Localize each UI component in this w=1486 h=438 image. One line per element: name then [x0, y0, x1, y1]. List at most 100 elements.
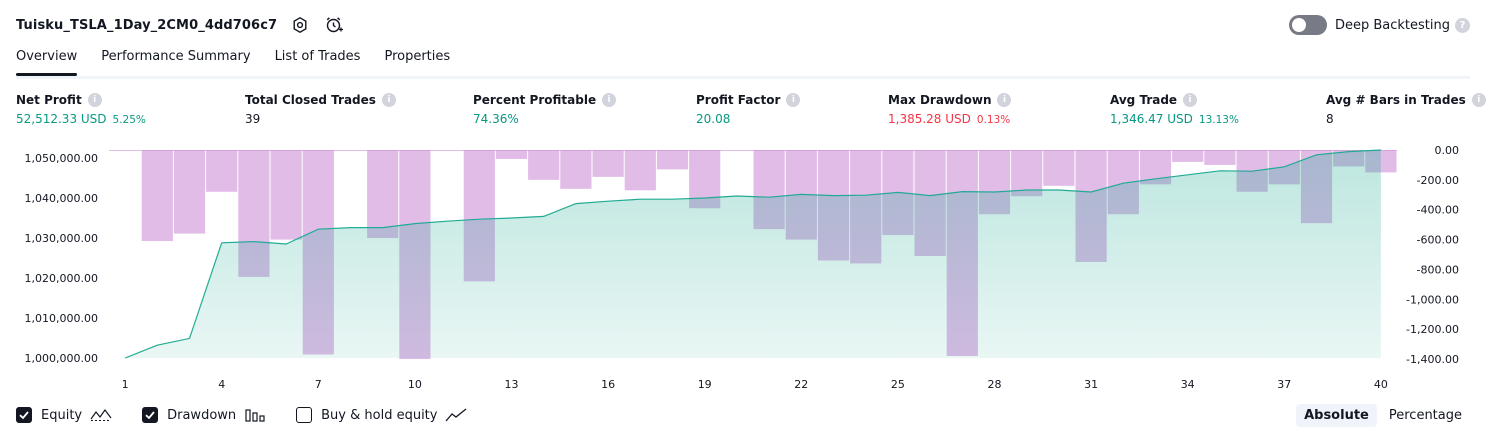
add-alert-icon[interactable] — [323, 14, 345, 36]
metric-max-drawdown: Max Drawdown i 1,385.28 USD 0.13% — [888, 93, 1012, 126]
right-axis-tick: 0.00 — [1435, 144, 1460, 157]
metric-value: 52,512.33 USD — [16, 112, 107, 126]
metric-percent: 13.13% — [1198, 114, 1239, 126]
x-axis-tick: 40 — [1374, 378, 1388, 391]
equity-checkbox[interactable] — [16, 407, 32, 423]
info-icon[interactable]: i — [87, 93, 102, 107]
left-axis-tick: 1,010,000.00 — [25, 312, 98, 325]
right-axis-tick: -200.00 — [1417, 174, 1459, 187]
left-axis-tick: 1,050,000.00 — [25, 152, 98, 165]
drawdown-bar[interactable] — [560, 150, 592, 189]
drawdown-bar[interactable] — [1204, 150, 1236, 165]
metric-value: 74.36% — [473, 112, 519, 126]
metric-net-profit: Net Profit i 52,512.33 USD 5.25% — [16, 93, 146, 126]
x-axis-tick: 19 — [698, 378, 712, 391]
buyhold-checkbox[interactable] — [296, 407, 313, 423]
equity-toggle[interactable]: Equity — [16, 407, 112, 423]
left-axis-tick: 1,040,000.00 — [25, 192, 98, 205]
drawdown-checkbox[interactable] — [142, 407, 159, 423]
metric-percent: 0.13% — [976, 114, 1011, 126]
info-icon[interactable]: i — [1471, 93, 1486, 107]
left-axis-tick: 1,020,000.00 — [25, 272, 98, 285]
settings-icon[interactable] — [289, 14, 311, 36]
x-axis-tick: 16 — [601, 378, 615, 391]
left-axis-tick: 1,030,000.00 — [25, 232, 98, 245]
metric-value: 8 — [1326, 112, 1334, 126]
strategy-title: Tuisku_TSLA_1Day_2CM0_4dd706c7 — [16, 17, 278, 33]
drawdown-bars-icon — [245, 409, 265, 422]
scale-mode-switch: Absolute Percentage — [1292, 402, 1470, 428]
metric-label: Total Closed Trades — [245, 93, 376, 107]
metric-value: 1,385.28 USD — [888, 112, 971, 126]
drawdown-bar[interactable] — [495, 150, 528, 159]
drawdown-bar[interactable] — [173, 150, 206, 234]
drawdown-bar[interactable] — [206, 150, 238, 192]
tab-bar: Overview Performance Summary List of Tra… — [16, 46, 1470, 79]
info-icon[interactable]: i — [997, 93, 1012, 107]
metric-avg-bars: Avg # Bars in Trades i 8 — [1326, 93, 1486, 126]
tab-properties[interactable]: Properties — [384, 49, 451, 64]
help-icon[interactable]: ? — [1455, 17, 1470, 33]
info-icon[interactable]: i — [786, 93, 801, 107]
x-axis-tick: 10 — [408, 378, 422, 391]
right-axis-tick: -1,000.00 — [1406, 293, 1459, 306]
drawdown-toggle[interactable]: Drawdown — [142, 407, 266, 423]
buyhold-toggle[interactable]: Buy & hold equity — [296, 407, 467, 423]
metric-value: 1,346.47 USD — [1110, 112, 1193, 126]
drawdown-bar[interactable] — [367, 150, 399, 239]
drawdown-bar[interactable] — [656, 150, 689, 170]
metric-value: 39 — [245, 112, 261, 126]
deep-backtesting: Deep Backtesting ? — [1288, 13, 1470, 37]
metric-label: Profit Factor — [696, 93, 781, 107]
metric-label: Avg Trade — [1110, 93, 1178, 107]
drawdown-bar[interactable] — [592, 150, 624, 177]
header: Tuisku_TSLA_1Day_2CM0_4dd706c7 Deep Back… — [16, 13, 1470, 37]
absolute-button[interactable]: Absolute — [1296, 403, 1377, 427]
tab-overview[interactable]: Overview — [16, 46, 78, 76]
drawdown-bar[interactable] — [528, 150, 560, 180]
drawdown-bar[interactable] — [141, 150, 173, 242]
x-axis-tick: 13 — [505, 378, 519, 391]
percentage-button[interactable]: Percentage — [1388, 407, 1462, 423]
buyhold-label: Buy & hold equity — [321, 407, 438, 423]
x-axis-tick: 1 — [122, 378, 129, 391]
tab-performance-summary[interactable]: Performance Summary — [101, 49, 251, 64]
deep-backtesting-toggle[interactable] — [1288, 15, 1327, 35]
metric-label: Percent Profitable — [473, 93, 597, 107]
metric-label: Max Drawdown — [888, 93, 992, 107]
equity-area — [125, 150, 1381, 358]
x-axis-tick: 25 — [891, 378, 905, 391]
chart-legend: Equity Drawdown Buy & hold equity — [16, 402, 1470, 428]
metric-value: 20.08 — [696, 112, 731, 126]
left-axis-tick: 1,000,000.00 — [25, 352, 98, 365]
x-axis-tick: 31 — [1084, 378, 1098, 391]
info-icon[interactable]: i — [1183, 93, 1198, 107]
right-axis-tick: -1,200.00 — [1406, 323, 1459, 336]
x-axis-tick: 7 — [315, 378, 322, 391]
right-axis-tick: -400.00 — [1417, 204, 1459, 217]
equity-line[interactable] — [124, 149, 1381, 359]
drawdown-bar[interactable] — [1011, 150, 1043, 197]
drawdown-label: Drawdown — [167, 407, 237, 423]
buyhold-line-icon — [445, 408, 467, 422]
right-axis-tick: -800.00 — [1417, 263, 1459, 276]
drawdown-bar[interactable] — [1172, 150, 1204, 162]
metric-profit-factor: Profit Factor i 20.08 — [696, 93, 801, 126]
metric-label: Avg # Bars in Trades — [1326, 93, 1466, 107]
drawdown-bar[interactable] — [270, 150, 302, 240]
info-icon[interactable]: i — [602, 93, 617, 107]
right-axis-tick: -1,400.00 — [1406, 353, 1459, 366]
x-axis-tick: 34 — [1181, 378, 1195, 391]
metric-total-closed-trades: Total Closed Trades i 39 — [245, 93, 396, 126]
drawdown-bar[interactable] — [1043, 150, 1075, 186]
x-axis-tick: 28 — [988, 378, 1002, 391]
deep-backtesting-label: Deep Backtesting — [1334, 17, 1450, 33]
x-axis-tick: 37 — [1277, 378, 1291, 391]
tab-list-of-trades[interactable]: List of Trades — [274, 49, 361, 64]
drawdown-bar[interactable] — [624, 150, 656, 191]
info-icon[interactable]: i — [381, 93, 396, 107]
metric-avg-trade: Avg Trade i 1,346.47 USD 13.13% — [1110, 93, 1239, 126]
right-axis-tick: -600.00 — [1417, 234, 1459, 247]
